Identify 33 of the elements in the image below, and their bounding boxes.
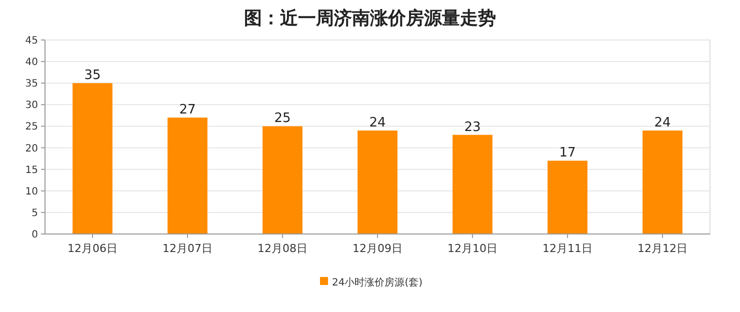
y-tick-label: 5 — [32, 208, 38, 219]
y-tick-label: 25 — [25, 122, 38, 133]
x-tick-label: 12月11日 — [542, 242, 592, 255]
y-tick-label: 10 — [25, 186, 38, 198]
data-label: 24 — [369, 116, 386, 131]
chart-title: 图：近一周济南涨价房源量走势 — [244, 8, 496, 29]
legend-label: 24小时涨价房源(套) — [332, 276, 423, 288]
x-tick-label: 12月12日 — [638, 242, 688, 255]
x-tick-label: 12月07日 — [162, 242, 212, 255]
y-tick-label: 45 — [25, 36, 38, 46]
y-tick-label: 15 — [25, 164, 38, 176]
y-tick-label: 30 — [25, 100, 38, 112]
y-tick-label: 35 — [25, 78, 38, 90]
y-tick-label: 40 — [25, 57, 38, 68]
data-label: 17 — [559, 146, 576, 161]
data-label: 35 — [84, 68, 101, 84]
x-tick-label: 12月09日 — [352, 242, 402, 255]
y-tick-label: 20 — [25, 143, 38, 154]
x-tick-label: 12月10日 — [448, 242, 498, 255]
data-label: 25 — [274, 111, 291, 126]
data-label: 23 — [464, 120, 481, 135]
bar — [72, 83, 112, 234]
bar — [358, 130, 398, 234]
data-label: 24 — [654, 116, 671, 131]
x-tick-label: 12月06日 — [68, 242, 118, 255]
bar — [548, 160, 588, 234]
bar — [452, 134, 492, 234]
x-tick-label: 12月08日 — [258, 242, 308, 255]
bar — [168, 118, 208, 234]
bar — [642, 130, 682, 234]
bar — [262, 126, 302, 234]
y-tick-label: 0 — [32, 230, 38, 240]
data-label: 27 — [179, 102, 196, 118]
